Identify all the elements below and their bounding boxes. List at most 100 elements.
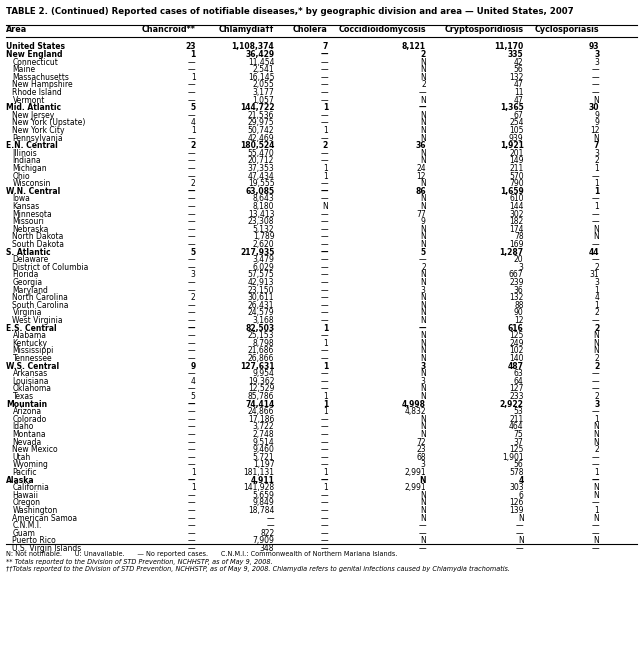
Text: 217,935: 217,935	[240, 248, 274, 257]
Text: 570: 570	[509, 172, 524, 181]
Text: 3: 3	[420, 362, 426, 371]
Text: Alaska: Alaska	[6, 476, 35, 485]
Text: 2: 2	[595, 156, 599, 165]
Text: Pacific: Pacific	[13, 468, 37, 477]
Text: 2,055: 2,055	[253, 80, 274, 89]
Text: —: —	[320, 422, 328, 432]
Text: —: —	[320, 445, 328, 454]
Text: N: N	[420, 278, 426, 287]
Text: N: N	[594, 422, 599, 432]
Text: N: N	[518, 537, 524, 546]
Text: N: N	[420, 384, 426, 393]
Text: 90: 90	[514, 308, 524, 318]
Text: —: —	[188, 233, 196, 242]
Text: —: —	[320, 80, 328, 89]
Text: N: N	[594, 96, 599, 105]
Text: N: N	[420, 506, 426, 515]
Text: 939: 939	[509, 133, 524, 143]
Text: N: N	[594, 483, 599, 492]
Text: 1: 1	[595, 179, 599, 189]
Text: N: N	[420, 392, 426, 401]
Text: —: —	[320, 248, 328, 257]
Text: —: —	[320, 498, 328, 507]
Text: 102: 102	[509, 347, 524, 356]
Text: —: —	[592, 316, 599, 325]
Text: Wyoming: Wyoming	[13, 461, 48, 469]
Text: —: —	[188, 225, 196, 234]
Text: 77: 77	[416, 210, 426, 218]
Text: Nebraska: Nebraska	[13, 225, 49, 234]
Text: C.N.M.I.: C.N.M.I.	[13, 521, 42, 530]
Text: Chlamydia††: Chlamydia††	[219, 25, 274, 34]
Text: —: —	[267, 521, 274, 530]
Text: N: N	[419, 476, 426, 485]
Text: 174: 174	[509, 225, 524, 234]
Text: N: N	[420, 194, 426, 203]
Text: 37,353: 37,353	[247, 164, 274, 173]
Text: 23: 23	[416, 445, 426, 454]
Text: 6,029: 6,029	[253, 263, 274, 272]
Text: —: —	[188, 422, 196, 432]
Text: —: —	[320, 111, 328, 120]
Text: 822: 822	[260, 529, 274, 538]
Text: —: —	[320, 179, 328, 189]
Text: 50,742: 50,742	[247, 126, 274, 135]
Text: 125: 125	[509, 331, 524, 340]
Text: —: —	[320, 96, 328, 105]
Text: 5,659: 5,659	[253, 491, 274, 500]
Text: W.N. Central: W.N. Central	[6, 187, 60, 196]
Text: Area: Area	[6, 25, 28, 34]
Text: N: N	[420, 233, 426, 242]
Text: —: —	[188, 80, 196, 89]
Text: —: —	[320, 225, 328, 234]
Text: 42,913: 42,913	[248, 278, 274, 287]
Text: 1: 1	[191, 126, 196, 135]
Text: —: —	[188, 544, 196, 553]
Text: 8,180: 8,180	[253, 202, 274, 211]
Text: —: —	[320, 506, 328, 515]
Text: —: —	[188, 506, 196, 515]
Text: New Hampshire: New Hampshire	[13, 80, 73, 89]
Text: 3: 3	[519, 263, 524, 272]
Text: —: —	[188, 133, 196, 143]
Text: Florida: Florida	[13, 270, 39, 279]
Text: E.S. Central: E.S. Central	[6, 323, 56, 332]
Text: —: —	[320, 529, 328, 538]
Text: —: —	[320, 210, 328, 218]
Text: —: —	[320, 316, 328, 325]
Text: N: N	[420, 73, 426, 82]
Text: 9,849: 9,849	[253, 498, 274, 507]
Text: 2,991: 2,991	[404, 468, 426, 477]
Text: 21,686: 21,686	[248, 347, 274, 356]
Text: —: —	[320, 384, 328, 393]
Text: —: —	[188, 88, 196, 97]
Text: 3: 3	[594, 400, 599, 409]
Text: Oregon: Oregon	[13, 498, 40, 507]
Text: Iowa: Iowa	[13, 194, 30, 203]
Text: New England: New England	[6, 50, 63, 59]
Text: —: —	[320, 194, 328, 203]
Text: 26,866: 26,866	[248, 354, 274, 363]
Text: 140: 140	[509, 354, 524, 363]
Text: N: N	[420, 294, 426, 302]
Text: 233: 233	[509, 392, 524, 401]
Text: N: N	[420, 149, 426, 158]
Text: 1: 1	[595, 468, 599, 477]
Text: —: —	[188, 187, 196, 196]
Text: —: —	[320, 58, 328, 67]
Text: 16,145: 16,145	[248, 73, 274, 82]
Text: N: N	[420, 430, 426, 439]
Text: 254: 254	[509, 119, 524, 128]
Text: 239: 239	[509, 278, 524, 287]
Text: —: —	[188, 331, 196, 340]
Text: —: —	[320, 240, 328, 249]
Text: United States: United States	[6, 43, 65, 51]
Text: 487: 487	[508, 362, 524, 371]
Text: 30: 30	[589, 103, 599, 112]
Text: 144,722: 144,722	[240, 103, 274, 112]
Text: N: N	[420, 65, 426, 75]
Text: 12: 12	[416, 172, 426, 181]
Text: 302: 302	[509, 210, 524, 218]
Text: —: —	[188, 65, 196, 75]
Text: —: —	[188, 354, 196, 363]
